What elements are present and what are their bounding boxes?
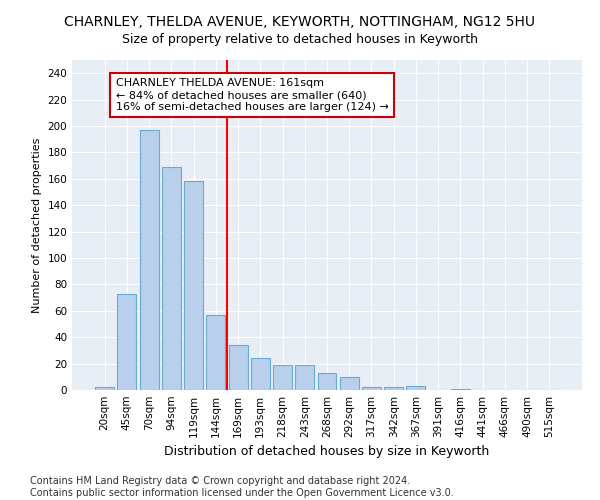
Bar (206, 315, 225, 390)
Bar (340, 377, 359, 390)
Bar (251, 358, 270, 390)
Bar (406, 386, 425, 390)
Bar (317, 373, 337, 390)
Bar (162, 167, 181, 390)
Bar (118, 294, 136, 390)
Bar (295, 365, 314, 390)
Bar (95, 388, 114, 390)
Text: CHARNLEY THELDA AVENUE: 161sqm
← 84% of detached houses are smaller (640)
16% of: CHARNLEY THELDA AVENUE: 161sqm ← 84% of … (116, 78, 389, 112)
Bar (229, 345, 248, 390)
Text: CHARNLEY, THELDA AVENUE, KEYWORTH, NOTTINGHAM, NG12 5HU: CHARNLEY, THELDA AVENUE, KEYWORTH, NOTTI… (65, 15, 536, 29)
Text: Contains HM Land Registry data © Crown copyright and database right 2024.
Contai: Contains HM Land Registry data © Crown c… (30, 476, 454, 498)
Bar (273, 365, 292, 390)
Y-axis label: Number of detached properties: Number of detached properties (32, 138, 42, 312)
Bar (384, 388, 403, 390)
X-axis label: Distribution of detached houses by size in Keyworth: Distribution of detached houses by size … (164, 446, 490, 458)
Bar (184, 182, 203, 390)
Bar (140, 130, 158, 390)
Bar (362, 388, 381, 390)
Bar (451, 388, 470, 390)
Text: Size of property relative to detached houses in Keyworth: Size of property relative to detached ho… (122, 32, 478, 46)
